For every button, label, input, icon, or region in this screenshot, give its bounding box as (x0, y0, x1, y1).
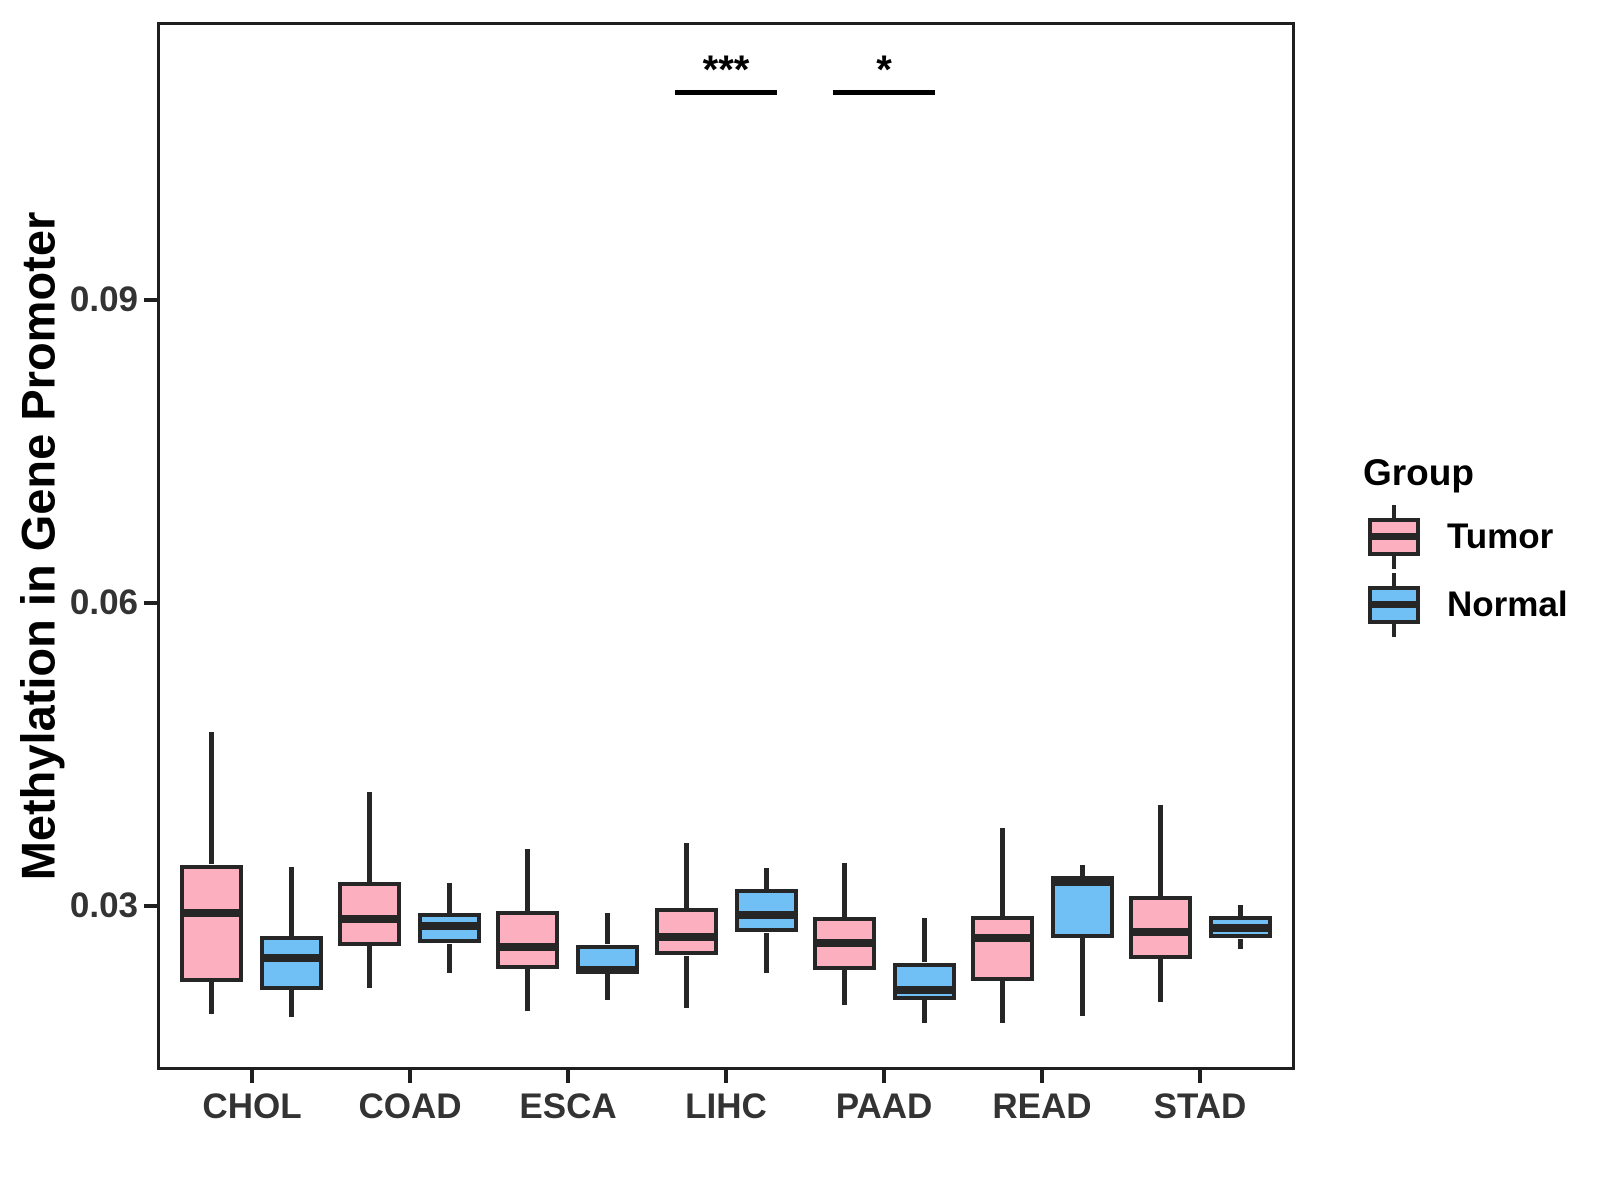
whisker-lower-lihc-tumor (684, 956, 689, 1008)
median-chol-tumor (180, 909, 243, 917)
whisker-upper-chol-normal (289, 867, 294, 936)
whisker-lower-lihc-normal (764, 933, 769, 973)
whisker-upper-chol-tumor (209, 732, 214, 864)
x-tick-mark (408, 1070, 412, 1083)
x-tick-label-paad: PAAD (835, 1087, 933, 1126)
whisker-lower-read-normal (1080, 938, 1085, 1016)
legend-label-normal: Normal (1447, 585, 1568, 624)
x-tick-label-esca: ESCA (519, 1087, 617, 1126)
whisker-lower-coad-tumor (367, 946, 372, 988)
y-tick-mark (144, 601, 157, 605)
y-tick-mark (144, 904, 157, 908)
whisker-upper-coad-tumor (367, 792, 372, 882)
x-tick-mark (250, 1070, 254, 1083)
box-chol-tumor (180, 865, 243, 982)
median-read-tumor (971, 934, 1034, 942)
whisker-upper-lihc-normal (764, 868, 769, 889)
box-read-tumor (971, 916, 1034, 981)
box-lihc-normal (735, 889, 798, 932)
y-tick-label: 0.03 (69, 886, 138, 925)
box-chol-normal (260, 936, 323, 990)
whisker-upper-paad-normal (922, 918, 927, 962)
box-esca-tumor (496, 911, 559, 969)
whisker-lower-stad-normal (1238, 939, 1243, 949)
x-tick-mark (566, 1070, 570, 1083)
whisker-lower-esca-tumor (525, 969, 530, 1011)
whisker-upper-stad-normal (1238, 905, 1243, 916)
whisker-upper-esca-normal (605, 913, 610, 944)
median-paad-normal (893, 986, 956, 994)
median-esca-tumor (496, 943, 559, 951)
y-tick-label: 0.09 (69, 280, 138, 319)
legend-key-median-normal (1368, 601, 1420, 608)
x-tick-mark (724, 1070, 728, 1083)
legend-key-median-tumor (1368, 533, 1420, 540)
median-stad-normal (1209, 924, 1272, 932)
whisker-upper-read-normal (1080, 865, 1085, 876)
median-coad-tumor (338, 915, 401, 923)
median-chol-normal (260, 954, 323, 962)
whisker-lower-chol-normal (289, 989, 294, 1017)
median-paad-tumor (813, 939, 876, 947)
box-paad-normal (893, 963, 956, 1000)
whisker-upper-paad-tumor (842, 863, 847, 918)
x-tick-label-read: READ (992, 1087, 1092, 1126)
whisker-lower-stad-tumor (1158, 959, 1163, 1002)
median-esca-normal (576, 966, 639, 974)
whisker-lower-coad-normal (447, 944, 452, 973)
x-tick-mark (1198, 1070, 1202, 1083)
x-tick-label-lihc: LIHC (685, 1087, 767, 1126)
median-stad-tumor (1129, 928, 1192, 936)
significance-bar-paad (833, 90, 935, 95)
y-tick-mark (144, 298, 157, 302)
median-lihc-normal (735, 911, 798, 919)
x-tick-mark (882, 1070, 886, 1083)
median-lihc-tumor (655, 933, 718, 941)
legend-title: Group (1363, 452, 1474, 493)
legend-label-tumor: Tumor (1447, 517, 1554, 556)
plot-panel (157, 22, 1295, 1070)
whisker-upper-lihc-tumor (684, 843, 689, 909)
whisker-lower-esca-normal (605, 973, 610, 1000)
significance-label-lihc: *** (702, 48, 750, 92)
significance-bar-lihc (675, 90, 777, 95)
x-tick-label-stad: STAD (1153, 1087, 1247, 1126)
whisker-upper-coad-normal (447, 883, 452, 913)
whisker-upper-stad-tumor (1158, 805, 1163, 896)
significance-label-paad: * (876, 48, 892, 92)
x-tick-label-coad: COAD (358, 1087, 462, 1126)
whisker-lower-paad-tumor (842, 970, 847, 1005)
box-coad-tumor (338, 882, 401, 946)
whisker-upper-read-tumor (1000, 828, 1005, 916)
whisker-lower-paad-normal (922, 1000, 927, 1023)
whisker-lower-read-tumor (1000, 981, 1005, 1023)
median-coad-normal (418, 922, 481, 930)
x-tick-label-chol: CHOL (202, 1087, 302, 1126)
x-tick-mark (1040, 1070, 1044, 1083)
y-tick-label: 0.06 (69, 583, 138, 622)
whisker-lower-chol-tumor (209, 982, 214, 1014)
box-stad-tumor (1129, 896, 1192, 959)
box-lihc-tumor (655, 908, 718, 955)
median-read-normal (1051, 878, 1114, 886)
whisker-upper-esca-tumor (525, 849, 530, 912)
